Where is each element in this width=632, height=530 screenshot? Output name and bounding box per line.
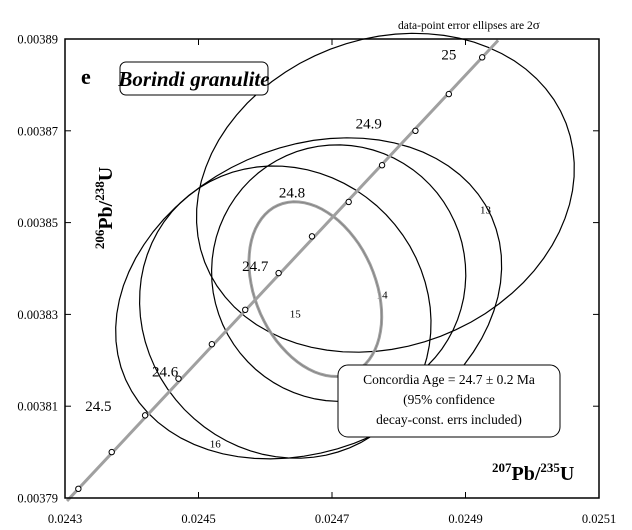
y-tick-label: 0.00379 [17, 492, 58, 506]
concordia-age-ellipse [247, 200, 384, 379]
age-marker [308, 233, 316, 240]
ellipse-label: 13 [480, 204, 492, 216]
x-tick-label: 0.0249 [448, 512, 482, 526]
age-marker [275, 269, 282, 277]
y-tick-label: 0.00381 [17, 400, 58, 414]
age-marker [345, 198, 352, 206]
sigma-symbol: σ [533, 17, 540, 32]
ellipse-label: 15 [290, 309, 302, 321]
y-tick-label: 0.00387 [17, 124, 58, 138]
age-box-line-1: Concordia Age = 24.7 ± 0.2 Ma [363, 372, 535, 387]
error-note: data-point error ellipses are 2σ [398, 17, 540, 32]
panel-letter: e [81, 64, 91, 89]
error-ellipse [210, 144, 467, 402]
age-label: 24.8 [279, 185, 305, 201]
axis-tick-labels: 0.0243 0.0245 0.0247 0.0249 0.0251 0.00379 0.0… [17, 33, 616, 527]
axis-ticks [64, 38, 600, 499]
error-ellipse [195, 32, 575, 353]
age-marker [208, 341, 216, 348]
age-label: 24.9 [356, 117, 382, 133]
y-axis-label: 206Pb/238U [92, 167, 117, 249]
age-box [337, 364, 561, 438]
error-ellipses: 13 14 16 15 [115, 32, 575, 460]
age-marker [75, 485, 82, 493]
age-label: 24.7 [242, 259, 269, 275]
age-marker [478, 54, 486, 61]
x-axis-label: 207Pb/235U [492, 460, 574, 485]
age-label: 24.6 [152, 364, 179, 380]
x-tick-label: 0.0247 [315, 512, 349, 526]
age-box-line-2: (95% confidence [403, 392, 495, 407]
title-box [119, 61, 269, 96]
age-marker [141, 412, 149, 419]
y-tick-label: 0.00389 [17, 33, 58, 47]
concordia-age-ellipse-core [248, 201, 383, 377]
age-marker [242, 306, 249, 314]
age-label: 25 [441, 48, 456, 64]
age-box-line-3: decay-const. errs included) [376, 412, 522, 427]
age-marker [108, 448, 115, 456]
y-tick-label: 0.00383 [17, 308, 58, 322]
concordia-curve-group: 24.5 24.6 24.7 24.8 24.9 25 [65, 39, 500, 502]
age-marker [175, 375, 182, 382]
error-ellipse [138, 165, 432, 459]
concordia-curve [65, 39, 500, 502]
y-tick-label: 0.00385 [17, 216, 58, 230]
age-marker [378, 162, 386, 169]
x-tick-label: 0.0243 [48, 512, 82, 526]
ellipse-label: 14 [377, 289, 389, 301]
age-label: 24.5 [85, 399, 111, 415]
age-marker [412, 127, 419, 135]
x-tick-label: 0.0245 [181, 512, 215, 526]
ellipse-label: 16 [210, 439, 222, 451]
x-tick-label: 0.0251 [582, 512, 616, 526]
chart-title: Borindi granulite [117, 67, 269, 91]
age-marker [445, 90, 453, 98]
